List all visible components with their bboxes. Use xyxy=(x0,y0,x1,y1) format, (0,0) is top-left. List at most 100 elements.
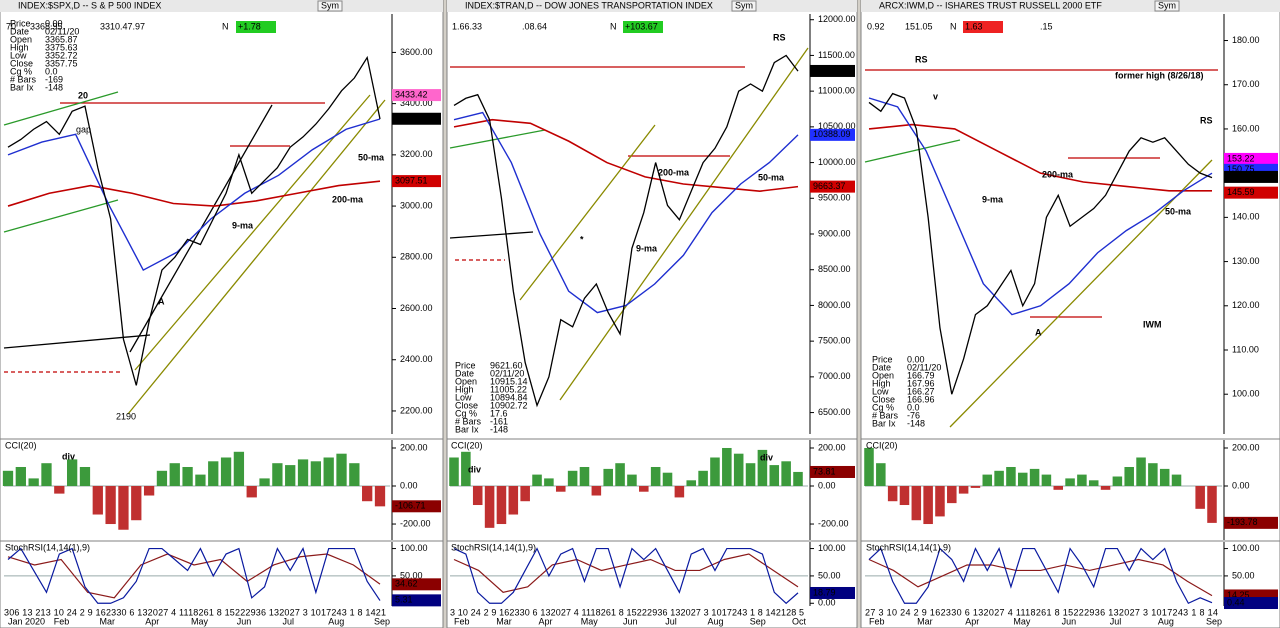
cci-bar xyxy=(876,463,886,487)
last-value-label: 11282.64 xyxy=(813,65,850,75)
cci-bar xyxy=(79,466,91,487)
y-tick-label: 200.00 xyxy=(1232,442,1260,452)
y-tick-label: 12000.00 xyxy=(818,14,856,24)
annotation: 9-ma xyxy=(232,220,254,230)
info-label: Price xyxy=(10,18,31,28)
cci-bar xyxy=(745,463,756,487)
last-value-box xyxy=(1224,186,1278,199)
y-tick-label: 2600.00 xyxy=(400,303,433,313)
sym-label: Sym xyxy=(735,0,753,10)
annotation: gap xyxy=(76,124,91,134)
x-month-label: Jun xyxy=(1062,616,1077,626)
x-day-labels: 3 10 24 2 9 162330 6 132027 4 1118261 8 … xyxy=(450,607,804,617)
series-line xyxy=(868,547,1213,605)
info-value: 10902.72 xyxy=(490,400,528,410)
y-tick-label: 2800.00 xyxy=(400,252,433,262)
x-month-label: Feb xyxy=(454,616,470,626)
cci-bar xyxy=(54,486,65,494)
info-value: 0.0 xyxy=(907,402,920,412)
cci-bar xyxy=(911,486,922,521)
last-value-box xyxy=(1224,152,1278,165)
cci-bar xyxy=(710,457,720,487)
annotation: div xyxy=(62,451,75,461)
sym-button[interactable] xyxy=(1154,0,1180,12)
last-value-box xyxy=(810,180,855,193)
info-label: Price xyxy=(872,354,893,364)
y-tick-label: 160.00 xyxy=(1232,123,1260,133)
series-line xyxy=(868,123,1212,192)
last-value-label: 34.62 xyxy=(395,579,418,589)
cci-bar xyxy=(272,463,283,487)
series-line xyxy=(453,111,799,314)
info-value: -161 xyxy=(490,416,508,426)
pane-title: StochRSI(14,14(1),9) xyxy=(5,542,90,552)
readout-bg xyxy=(623,21,663,33)
y-tick-label: 0.00 xyxy=(400,480,418,490)
pane-title: CCI(20) xyxy=(866,440,898,450)
series-line xyxy=(7,547,381,604)
info-label: Bar Ix xyxy=(10,82,34,92)
y-tick-label: 7000.00 xyxy=(818,371,851,381)
x-month-label: Sep xyxy=(374,616,390,626)
info-label: # Bars xyxy=(10,74,37,84)
cci-bar xyxy=(662,472,673,487)
last-value-label: 3097.51 xyxy=(395,175,428,185)
last-value-box xyxy=(810,64,855,77)
info-label: # Bars xyxy=(455,416,482,426)
x-month-label: Oct xyxy=(792,616,807,626)
last-value-label: 150.75 xyxy=(1227,164,1255,174)
cci-bar xyxy=(769,465,780,487)
sym-button[interactable] xyxy=(731,0,757,12)
y-tick-label: -200.00 xyxy=(400,518,431,528)
series-line xyxy=(868,92,1213,395)
y-tick-label: 11000.00 xyxy=(818,86,855,96)
info-value: 166.27 xyxy=(907,386,935,396)
y-tick-label: 100.00 xyxy=(1232,389,1260,399)
x-day-labels: 306 13 213 10 24 2 9 162330 6 132027 4 1… xyxy=(4,607,386,617)
last-value-label: -106.71 xyxy=(395,501,426,511)
readout: .15 xyxy=(1040,21,1053,31)
x-month-label: Jul xyxy=(665,616,677,626)
x-month-label: Aug xyxy=(328,616,344,626)
series-line xyxy=(7,55,381,386)
cci-bar xyxy=(105,486,116,525)
cci-bar xyxy=(1148,463,1158,487)
cci-bar xyxy=(285,465,296,487)
last-value-box xyxy=(810,586,855,599)
info-label: High xyxy=(455,384,474,394)
cci-bar xyxy=(143,486,155,496)
series-line xyxy=(868,558,1213,597)
cci-bar xyxy=(686,480,697,487)
sym-label: Sym xyxy=(321,0,339,10)
y-tick-label: 11500.00 xyxy=(818,50,855,60)
last-value-label: 149.15 xyxy=(1227,171,1255,181)
cci-bar xyxy=(970,486,981,488)
cci-bar xyxy=(1029,468,1040,487)
cci-bar xyxy=(1136,457,1146,487)
cci-bar xyxy=(195,474,206,487)
cci-bar xyxy=(899,486,910,506)
y-tick-label: 9000.00 xyxy=(818,228,851,238)
annotation: A xyxy=(158,296,165,306)
cci-bar xyxy=(246,486,257,498)
cci-bar xyxy=(615,463,625,487)
annotation: IWM xyxy=(1143,319,1162,329)
info-value: 166.79 xyxy=(907,370,935,380)
y-tick-label: 120.00 xyxy=(1232,300,1260,310)
cci-bar xyxy=(118,486,129,530)
last-value-label: 3433.42 xyxy=(395,89,428,99)
info-label: Price xyxy=(455,360,476,370)
cci-bar xyxy=(496,486,507,525)
cci-bar xyxy=(362,486,373,502)
last-value-box xyxy=(1224,597,1278,610)
sym-button[interactable] xyxy=(317,0,343,12)
x-month-label: Feb xyxy=(54,616,70,626)
info-label: High xyxy=(872,378,891,388)
info-value: -169 xyxy=(45,74,63,84)
info-label: Low xyxy=(872,386,889,396)
cci-bar xyxy=(1195,486,1205,509)
annotation: 9-ma xyxy=(982,194,1004,204)
cci-bar xyxy=(1112,476,1123,487)
x-month-label: Aug xyxy=(708,616,724,626)
info-label: Bar Ix xyxy=(455,424,479,434)
